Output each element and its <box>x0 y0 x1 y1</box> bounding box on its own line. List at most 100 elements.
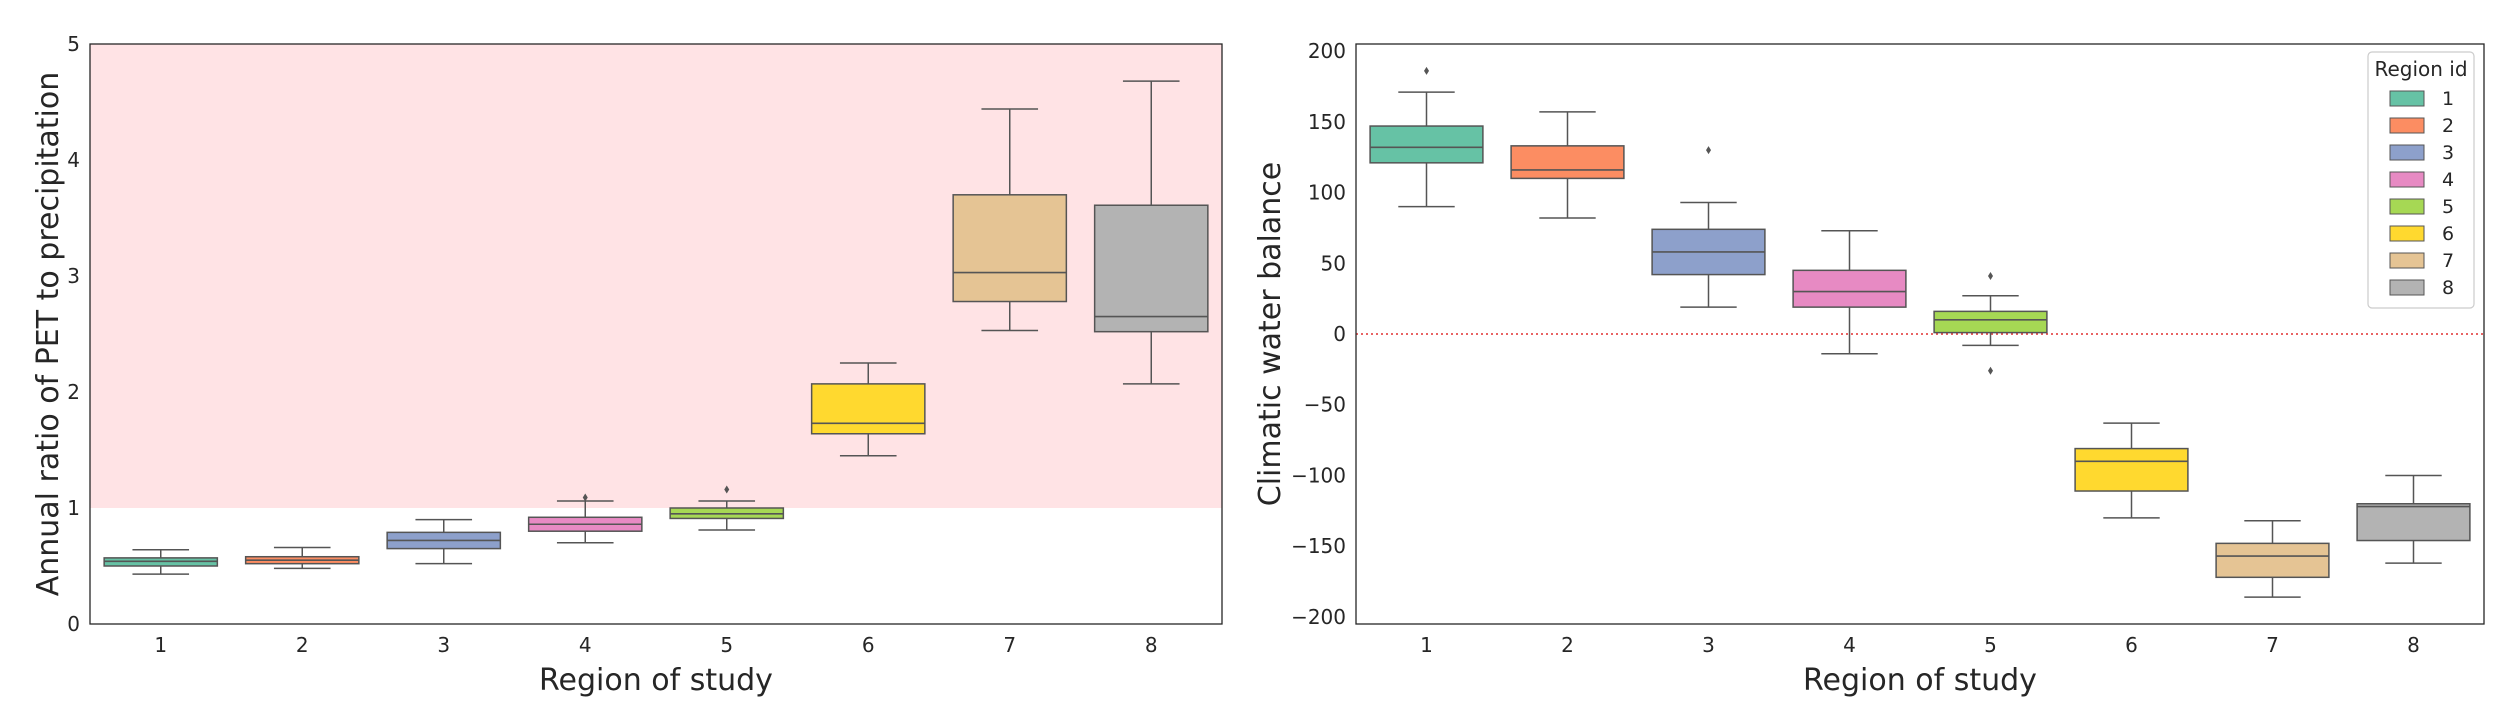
y-tick-label: 0 <box>1333 322 1346 346</box>
x-tick-label: 6 <box>862 633 875 657</box>
box-iqr <box>1510 145 1625 180</box>
box-iqr <box>1792 269 1907 308</box>
x-tick-label: 1 <box>154 633 167 657</box>
box-region-3 <box>1651 146 1766 308</box>
y-tick-label: 100 <box>1308 181 1346 205</box>
right-boxes <box>1369 66 2471 598</box>
left-y-axis-label: Annual ratio of PET to precipitation <box>31 72 66 597</box>
legend-item-8: 8 <box>2389 277 2454 299</box>
x-tick-label: 1 <box>1420 633 1433 657</box>
outlier-point <box>1706 146 1711 155</box>
x-tick-label: 8 <box>2407 633 2420 657</box>
box-region-4 <box>527 493 643 544</box>
left-x-ticks: 1 2 3 4 5 6 7 8 <box>154 633 1157 657</box>
outlier-point <box>724 485 730 494</box>
legend: Region id 1 2 3 4 5 6 7 8 <box>2367 51 2475 309</box>
legend-items: 1 2 3 4 5 6 7 8 <box>2389 88 2454 299</box>
left-y-ticks: 0 1 2 3 4 5 <box>67 32 80 636</box>
y-tick-label: 1 <box>67 496 80 520</box>
box-region-1 <box>1369 66 1484 208</box>
box-region-6 <box>810 362 926 457</box>
y-tick-label: −200 <box>1291 605 1346 629</box>
y-tick-label: −100 <box>1291 463 1346 487</box>
box-iqr <box>2356 503 2471 542</box>
x-tick-label: 2 <box>1561 633 1574 657</box>
y-tick-label: 150 <box>1308 110 1346 134</box>
legend-swatch <box>2389 252 2425 269</box>
x-tick-label: 2 <box>296 633 309 657</box>
legend-swatch <box>2389 198 2425 215</box>
box-region-4 <box>1792 229 1907 355</box>
right-x-axis-label: Region of study <box>1803 663 2037 698</box>
y-tick-label: 0 <box>67 612 80 636</box>
outlier-point <box>1988 272 1993 280</box>
legend-item-5: 5 <box>2389 196 2454 218</box>
legend-item-6: 6 <box>2389 223 2454 245</box>
x-tick-label: 8 <box>1145 633 1158 657</box>
left-plot-frame <box>89 43 1223 625</box>
box-iqr <box>952 194 1068 303</box>
x-tick-label: 5 <box>720 633 733 657</box>
legend-label: 6 <box>2442 223 2454 245</box>
y-tick-label: 4 <box>67 148 80 172</box>
y-tick-label: −150 <box>1291 534 1346 558</box>
legend-title: Region id <box>2374 57 2467 81</box>
right-y-ticks: 200 150 100 50 0 −50 −100 −150 −200 <box>1291 39 1346 629</box>
box-region-2 <box>1510 111 1625 219</box>
left-boxes <box>103 80 1209 575</box>
box-region-6 <box>2074 422 2189 519</box>
y-tick-label: −50 <box>1304 393 1346 417</box>
box-region-8 <box>1093 80 1209 385</box>
legend-label: 7 <box>2442 250 2454 272</box>
box-iqr <box>2074 447 2189 492</box>
x-tick-label: 4 <box>579 633 592 657</box>
legend-label: 3 <box>2442 142 2454 164</box>
right-x-ticks: 1 2 3 4 5 6 7 8 <box>1420 633 2420 657</box>
legend-item-1: 1 <box>2389 88 2454 110</box>
box-iqr <box>810 383 926 435</box>
box-iqr <box>1369 125 1484 164</box>
box-region-7 <box>952 108 1068 332</box>
outlier-point <box>1424 66 1429 75</box>
outlier-point <box>582 493 588 502</box>
y-tick-label: 2 <box>67 380 80 404</box>
x-tick-label: 7 <box>1003 633 1016 657</box>
box-region-1 <box>103 549 219 575</box>
legend-label: 5 <box>2442 196 2454 218</box>
box-region-3 <box>386 518 502 565</box>
legend-swatch <box>2389 225 2425 242</box>
box-iqr <box>1933 310 2048 334</box>
y-tick-label: 200 <box>1308 39 1346 63</box>
y-tick-label: 5 <box>67 32 80 56</box>
x-tick-label: 4 <box>1843 633 1856 657</box>
legend-swatch <box>2389 279 2425 296</box>
box-iqr <box>1093 204 1209 333</box>
x-tick-label: 3 <box>437 633 450 657</box>
legend-item-3: 3 <box>2389 142 2454 164</box>
legend-swatch <box>2389 90 2425 107</box>
x-tick-label: 7 <box>2266 633 2279 657</box>
left-x-axis-label: Region of study <box>539 663 773 698</box>
right-y-axis-label: Climatic water balance <box>1253 162 1288 506</box>
x-tick-label: 3 <box>1702 633 1715 657</box>
legend-swatch <box>2389 117 2425 134</box>
legend-label: 8 <box>2442 277 2454 299</box>
x-tick-label: 6 <box>2125 633 2138 657</box>
box-region-8 <box>2356 474 2471 564</box>
legend-label: 4 <box>2442 169 2454 191</box>
box-region-5 <box>1933 272 2048 375</box>
box-region-2 <box>244 546 360 570</box>
legend-item-4: 4 <box>2389 169 2454 191</box>
legend-item-2: 2 <box>2389 115 2454 137</box>
y-tick-label: 50 <box>1321 251 1346 275</box>
legend-label: 1 <box>2442 88 2454 110</box>
legend-swatch <box>2389 171 2425 188</box>
right-plot-frame <box>1355 43 2485 625</box>
legend-label: 2 <box>2442 115 2454 137</box>
box-region-5 <box>669 485 785 531</box>
legend-item-7: 7 <box>2389 250 2454 272</box>
x-tick-label: 5 <box>1984 633 1997 657</box>
box-region-7 <box>2215 519 2330 598</box>
y-tick-label: 3 <box>67 264 80 288</box>
